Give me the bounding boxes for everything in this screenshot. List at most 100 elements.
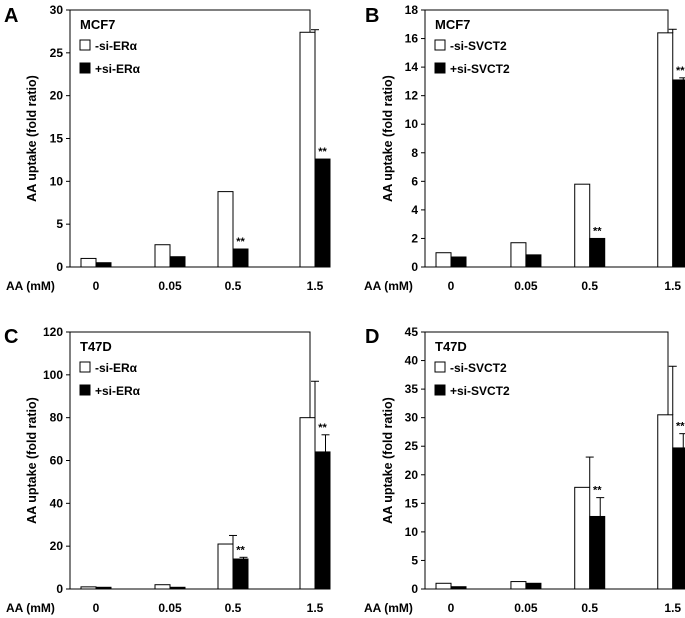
significance-marker: ** <box>593 485 602 497</box>
bar <box>589 515 606 590</box>
bar <box>657 414 674 590</box>
panel-letter: A <box>4 5 18 27</box>
y-tick-label: 25 <box>405 439 419 453</box>
bar <box>299 417 316 590</box>
y-tick-label: 25 <box>50 46 64 60</box>
y-tick-label: 40 <box>405 354 419 368</box>
legend-swatch <box>79 361 91 373</box>
bar <box>95 262 112 268</box>
x-tick-label: 0.5 <box>225 601 242 615</box>
y-tick-label: 5 <box>411 553 418 567</box>
significance-marker: ** <box>676 421 685 433</box>
bar <box>299 31 316 268</box>
x-tick-label: 1.5 <box>664 601 681 615</box>
bar <box>450 256 467 268</box>
legend-label: +si-ERα <box>95 62 141 76</box>
y-tick-label: 30 <box>405 411 419 425</box>
bar <box>525 254 542 268</box>
y-axis-title: AA uptake (fold ratio) <box>381 75 395 202</box>
x-axis-title: AA (mM) <box>6 279 55 293</box>
significance-marker: ** <box>318 422 327 434</box>
bar <box>169 586 186 590</box>
x-tick-label: 0.05 <box>158 279 182 293</box>
y-axis-title: AA uptake (fold ratio) <box>25 397 39 524</box>
bar <box>232 248 249 268</box>
chart-title: MCF7 <box>435 17 470 32</box>
y-axis-title: AA uptake (fold ratio) <box>25 75 39 202</box>
x-tick-label: 0 <box>93 601 100 615</box>
legend-swatch <box>434 39 446 51</box>
y-tick-label: 20 <box>50 539 64 553</box>
x-tick-label: 0.05 <box>514 279 538 293</box>
y-tick-label: 8 <box>411 146 418 160</box>
chart-panel-b: B 0 2 4 6 8 10 12 14 16 18 AA uptake (fold ratio) AA… <box>364 3 685 293</box>
bar <box>232 558 249 590</box>
legend-swatch <box>79 62 91 74</box>
panel-letter: D <box>365 326 379 348</box>
y-tick-label: 10 <box>50 174 64 188</box>
y-tick-label: 0 <box>56 582 63 596</box>
bar <box>672 447 685 590</box>
significance-marker: ** <box>318 146 327 158</box>
x-tick-label: 0.05 <box>158 601 182 615</box>
bar <box>95 586 112 590</box>
y-tick-label: 35 <box>405 382 419 396</box>
y-tick-label: 15 <box>50 132 64 146</box>
chart-panel-c: C 0 20 40 60 80 100 120 AA uptake (fold ratio) AA… <box>4 325 331 615</box>
legend-label: +si-SVCT2 <box>450 384 510 398</box>
bar <box>510 581 527 590</box>
x-tick-label: 0.5 <box>581 601 598 615</box>
y-tick-label: 100 <box>43 368 63 382</box>
legend-swatch <box>434 361 446 373</box>
chart-title: T47D <box>80 339 112 354</box>
x-tick-label: 0.05 <box>514 601 538 615</box>
bar <box>435 582 452 590</box>
y-tick-label: 60 <box>50 454 64 468</box>
y-axis-title: AA uptake (fold ratio) <box>381 397 395 524</box>
y-tick-label: 0 <box>56 260 63 274</box>
y-tick-label: 30 <box>50 3 64 17</box>
panel-letter: C <box>4 326 18 348</box>
chart-title: MCF7 <box>80 17 115 32</box>
y-tick-label: 40 <box>50 496 64 510</box>
x-tick-label: 1.5 <box>307 279 324 293</box>
x-tick-label: 0 <box>448 601 455 615</box>
bar <box>80 586 97 590</box>
bar <box>510 242 527 268</box>
panel-letter: B <box>365 5 379 27</box>
y-tick-label: 80 <box>50 411 64 425</box>
legend-swatch <box>434 384 446 396</box>
x-tick-label: 0.5 <box>581 279 598 293</box>
bar <box>217 543 234 590</box>
bar <box>154 584 171 590</box>
y-tick-label: 18 <box>405 3 419 17</box>
y-tick-label: 12 <box>405 89 419 103</box>
x-tick-label: 1.5 <box>307 601 324 615</box>
bar <box>154 244 171 268</box>
chart-panel-d: D 0 5 10 15 20 25 30 35 40 45 AA uptake (fold ratio… <box>364 325 685 615</box>
legend-swatch <box>79 39 91 51</box>
x-tick-label: 0 <box>448 279 455 293</box>
bar <box>80 257 97 268</box>
significance-marker: ** <box>236 544 245 556</box>
legend-label: +si-ERα <box>95 384 141 398</box>
significance-marker: ** <box>236 236 245 248</box>
y-tick-label: 20 <box>405 468 419 482</box>
bar <box>435 252 452 268</box>
bar <box>525 582 542 590</box>
y-tick-label: 0 <box>411 582 418 596</box>
y-tick-label: 120 <box>43 325 63 339</box>
bar <box>589 237 606 268</box>
bar <box>450 586 467 590</box>
bar <box>217 191 234 268</box>
x-tick-label: 0.5 <box>225 279 242 293</box>
x-tick-label: 1.5 <box>664 279 681 293</box>
legend-label: -si-ERα <box>95 39 138 53</box>
x-axis-title: AA (mM) <box>364 601 413 615</box>
significance-marker: ** <box>593 225 602 237</box>
y-tick-label: 10 <box>405 117 419 131</box>
significance-marker: ** <box>676 65 685 77</box>
y-tick-label: 14 <box>405 60 419 74</box>
x-tick-label: 0 <box>93 279 100 293</box>
